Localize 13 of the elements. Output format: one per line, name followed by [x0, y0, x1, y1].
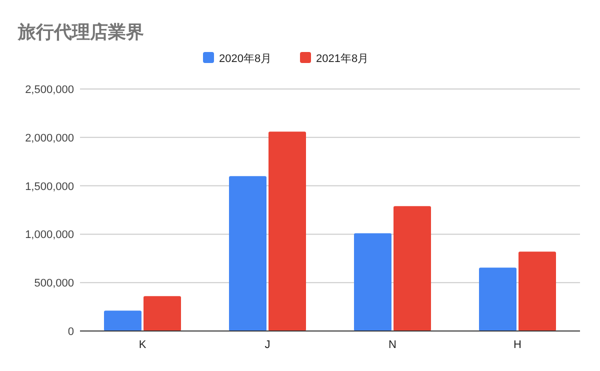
legend-label: 2020年8月 [219, 53, 272, 65]
x-tick-label: H [514, 339, 522, 351]
y-tick-label: 1,500,000 [25, 180, 74, 193]
y-tick-label: 2,000,000 [25, 132, 74, 144]
y-tick-label: 1,000,000 [25, 229, 74, 242]
title: 旅行代理店業界 [18, 22, 144, 42]
x-tick-label: N [388, 339, 397, 351]
y-tick-label: 0 [68, 326, 74, 338]
legend-label: 2021年8月 [316, 53, 369, 65]
y-tick-label: 500,000 [34, 278, 74, 290]
x-tick-label: J [264, 339, 270, 351]
x-tick-label: K [138, 339, 147, 351]
y-tick-label: 2,500,000 [25, 84, 74, 96]
